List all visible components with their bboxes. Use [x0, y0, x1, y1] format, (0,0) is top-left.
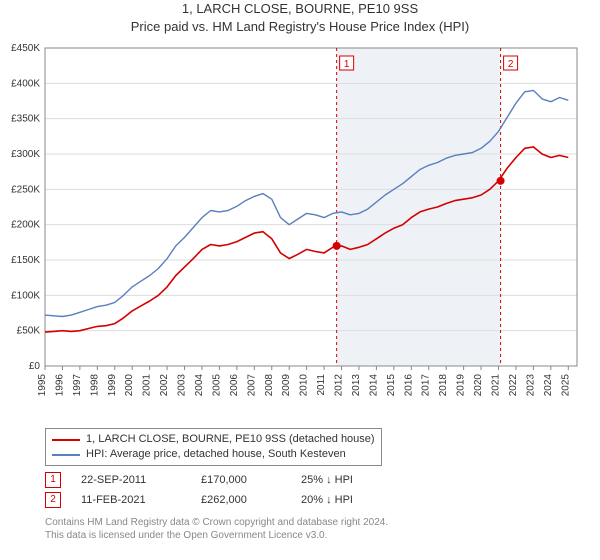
svg-text:2010: 2010 — [299, 374, 310, 397]
svg-text:£450K: £450K — [11, 43, 40, 54]
marker-delta-2: 20% ↓ HPI — [301, 494, 421, 506]
legend-swatch-red — [52, 439, 80, 441]
svg-text:2000: 2000 — [124, 374, 135, 397]
svg-text:£100K: £100K — [11, 290, 40, 301]
svg-text:£250K: £250K — [11, 184, 40, 195]
legend-swatch-blue — [52, 454, 80, 456]
svg-text:£200K: £200K — [11, 220, 40, 231]
svg-text:2023: 2023 — [525, 374, 536, 397]
svg-text:£0: £0 — [29, 361, 41, 372]
marker-delta-1: 25% ↓ HPI — [301, 474, 421, 486]
svg-text:2001: 2001 — [142, 374, 153, 397]
marker-price-2: £262,000 — [201, 494, 301, 506]
svg-text:2025: 2025 — [560, 374, 571, 397]
svg-text:2015: 2015 — [386, 374, 397, 397]
legend: 1, LARCH CLOSE, BOURNE, PE10 9SS (detach… — [45, 428, 382, 466]
marker-date-2: 11-FEB-2021 — [81, 494, 201, 506]
svg-text:£350K: £350K — [11, 114, 40, 125]
svg-text:2018: 2018 — [438, 374, 449, 397]
legend-label-blue: HPI: Average price, detached house, Sout… — [86, 447, 346, 462]
svg-text:2011: 2011 — [316, 374, 327, 396]
svg-text:2007: 2007 — [246, 374, 257, 397]
svg-text:2012: 2012 — [334, 374, 345, 397]
marker-badge-1: 1 — [45, 472, 61, 488]
legend-row-blue: HPI: Average price, detached house, Sout… — [52, 447, 375, 462]
legend-row-red: 1, LARCH CLOSE, BOURNE, PE10 9SS (detach… — [52, 432, 375, 447]
svg-text:2017: 2017 — [421, 374, 432, 397]
svg-text:1996: 1996 — [54, 374, 65, 397]
svg-text:2013: 2013 — [351, 374, 362, 397]
svg-text:2024: 2024 — [543, 374, 554, 397]
marker-date-1: 22-SEP-2011 — [81, 474, 201, 486]
svg-text:1: 1 — [344, 59, 350, 70]
chart-area: £0 £50K £100K £150K £200K £250K £300K £350K £400… — [0, 42, 600, 422]
svg-text:2020: 2020 — [473, 374, 484, 397]
marker-row-2: 2 11-FEB-2021 £262,000 20% ↓ HPI — [45, 490, 575, 510]
svg-text:1999: 1999 — [107, 374, 118, 397]
svg-text:2: 2 — [508, 59, 514, 70]
svg-text:2003: 2003 — [177, 374, 188, 397]
svg-text:2005: 2005 — [211, 374, 222, 397]
svg-text:1995: 1995 — [37, 374, 48, 397]
title-subtitle: Price paid vs. HM Land Registry's House … — [0, 18, 600, 36]
svg-text:2002: 2002 — [159, 374, 170, 397]
svg-text:2009: 2009 — [281, 374, 292, 397]
marker-price-1: £170,000 — [201, 474, 301, 486]
svg-text:£400K: £400K — [11, 78, 40, 89]
svg-text:£50K: £50K — [17, 326, 41, 337]
svg-text:1998: 1998 — [89, 374, 100, 397]
sale-markers: 1 22-SEP-2011 £170,000 25% ↓ HPI 2 11-FE… — [45, 470, 575, 510]
license-line-1: Contains HM Land Registry data © Crown c… — [45, 516, 388, 529]
svg-text:2008: 2008 — [264, 374, 275, 397]
title-address: 1, LARCH CLOSE, BOURNE, PE10 9SS — [0, 0, 600, 18]
svg-text:2004: 2004 — [194, 374, 205, 397]
svg-text:2019: 2019 — [456, 374, 467, 397]
svg-text:2016: 2016 — [403, 374, 414, 397]
svg-text:2022: 2022 — [508, 374, 519, 397]
svg-text:2006: 2006 — [229, 374, 240, 397]
legend-label-red: 1, LARCH CLOSE, BOURNE, PE10 9SS (detach… — [86, 432, 375, 447]
svg-text:£300K: £300K — [11, 149, 40, 160]
license-line-2: This data is licensed under the Open Gov… — [45, 529, 388, 542]
chart-svg: £0 £50K £100K £150K £200K £250K £300K £350K £400… — [0, 42, 600, 422]
marker-badge-2: 2 — [45, 492, 61, 508]
svg-text:1997: 1997 — [72, 374, 83, 397]
marker-row-1: 1 22-SEP-2011 £170,000 25% ↓ HPI — [45, 470, 575, 490]
svg-text:2021: 2021 — [491, 374, 502, 397]
svg-text:2014: 2014 — [368, 374, 379, 397]
license-text: Contains HM Land Registry data © Crown c… — [45, 516, 388, 542]
svg-text:£150K: £150K — [11, 255, 40, 266]
